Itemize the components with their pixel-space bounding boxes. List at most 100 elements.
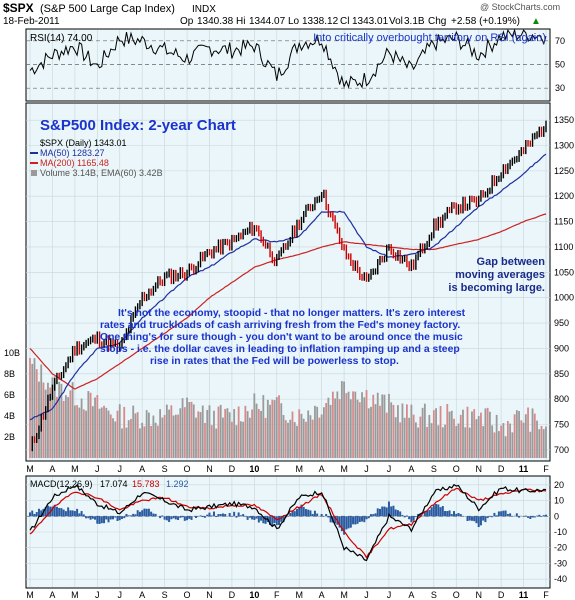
volume-bar xyxy=(435,408,437,458)
x-axis-label: D xyxy=(229,464,236,474)
volume-bar xyxy=(331,391,334,458)
macd-histogram-bar xyxy=(275,516,278,526)
x-axis-label: J xyxy=(387,590,392,600)
macd-histogram-bar xyxy=(186,516,189,521)
volume-tick-label: 4B xyxy=(4,411,15,421)
macd-histogram-bar xyxy=(497,511,500,517)
macd-histogram-bar xyxy=(536,515,539,517)
volume-bar xyxy=(163,414,166,458)
volume-bar xyxy=(459,414,462,458)
volume-bar xyxy=(174,414,177,458)
price-tick-label: 700 xyxy=(554,445,569,455)
volume-bar xyxy=(513,414,516,458)
price-tick-label: 1300 xyxy=(554,141,574,151)
volume-bar xyxy=(287,422,289,458)
macd-histogram-bar xyxy=(356,516,359,524)
macd-panel: MACD(12,26,9) 17.074 15.783 1.292 20 10 0 -… xyxy=(25,475,567,589)
macd-histogram-bar xyxy=(141,510,144,517)
volume-bar xyxy=(477,416,480,458)
volume-bar xyxy=(271,399,274,458)
volume-bar xyxy=(224,408,227,458)
macd-histogram-bar xyxy=(152,513,155,517)
volume-bar xyxy=(44,389,47,458)
rsi-tick-label: 30 xyxy=(555,83,565,93)
macd-histogram-bar xyxy=(448,510,451,517)
macd-histogram-bar xyxy=(533,516,536,518)
macd-histogram-bar xyxy=(367,516,370,519)
macd-tick-label: -10 xyxy=(554,527,567,537)
volume-bar xyxy=(278,395,280,458)
volume-bar xyxy=(453,418,455,458)
macd-histogram-bar xyxy=(134,514,137,517)
volume-bar xyxy=(432,410,435,458)
volume-bar xyxy=(217,406,220,458)
macd-histogram-bar xyxy=(145,508,148,517)
x-axis-label: S xyxy=(431,590,437,600)
commentary-line-3: One thing's for sure though - you don't … xyxy=(100,332,463,343)
macd-histogram-bar xyxy=(264,516,267,524)
volume-bar xyxy=(114,421,117,458)
volume-bar xyxy=(150,425,153,458)
volume-bar xyxy=(462,409,464,458)
price-tick-label: 850 xyxy=(554,369,569,379)
volume-bar xyxy=(284,420,287,458)
volume-bar xyxy=(143,426,146,458)
volume-bar xyxy=(204,422,206,458)
volume-bar xyxy=(29,357,31,458)
macd-histogram-bar xyxy=(392,505,395,517)
macd-histogram-bar xyxy=(237,512,240,517)
macd-histogram-bar xyxy=(55,506,58,517)
macd-histogram-bar xyxy=(129,515,132,517)
macd-histogram-bar xyxy=(381,506,384,517)
volume-bar xyxy=(358,402,361,458)
macd-histogram-bar xyxy=(69,510,72,517)
volume-bar xyxy=(352,391,354,458)
macd-histogram-bar xyxy=(394,509,397,517)
commentary-line-1: It's not the economy, stoopid - that no … xyxy=(118,308,466,319)
volume-bar xyxy=(91,406,94,458)
macd-histogram-bar xyxy=(300,504,303,517)
volume-bar xyxy=(132,405,135,458)
macd-histogram-bar xyxy=(358,516,361,523)
macd-histogram-bar xyxy=(470,516,473,521)
volume-bar xyxy=(484,408,487,458)
volume-bar xyxy=(322,407,325,458)
volume-bar xyxy=(480,412,482,458)
x-axis-label: A xyxy=(319,464,325,474)
macd-histogram-bar xyxy=(87,516,90,519)
macd-histogram-bar xyxy=(338,516,341,528)
macd-histogram-bar xyxy=(540,516,543,517)
volume-tick-label: 2B xyxy=(4,432,15,442)
macd-histogram-bar xyxy=(365,516,368,520)
volume-bar xyxy=(235,425,238,458)
exchange: INDX xyxy=(192,4,216,15)
macd-histogram-bar xyxy=(44,506,47,517)
macd-histogram-bar xyxy=(352,516,355,525)
macd-histogram-bar xyxy=(437,504,440,517)
volume-bar xyxy=(336,391,339,458)
volume-bar xyxy=(199,412,202,458)
macd-histogram-bar xyxy=(62,509,65,517)
macd-histogram-bar xyxy=(112,516,115,520)
volume-tick-label: 10B xyxy=(4,348,20,358)
volume-bar xyxy=(192,404,195,458)
macd-histogram-bar xyxy=(219,514,222,517)
volume-bar xyxy=(536,420,538,458)
volume-bar xyxy=(390,402,393,458)
x-axis-label: A xyxy=(49,590,55,600)
macd-histogram-bar xyxy=(421,515,424,517)
macd-line xyxy=(29,483,547,562)
macd-histogram-bar xyxy=(502,510,505,517)
macd-histogram-bar xyxy=(170,516,173,520)
volume-bar xyxy=(244,405,247,458)
macd-histogram-bar xyxy=(251,516,254,520)
macd-histogram-bar xyxy=(138,511,141,517)
volume-bar xyxy=(345,393,348,458)
x-axis-label: D xyxy=(229,590,236,600)
macd-histogram-bar xyxy=(282,516,285,523)
volume-bar xyxy=(379,405,381,458)
volume-bar xyxy=(239,421,242,458)
macd-histogram-bar xyxy=(271,516,274,527)
macd-histogram-bar xyxy=(269,516,272,525)
